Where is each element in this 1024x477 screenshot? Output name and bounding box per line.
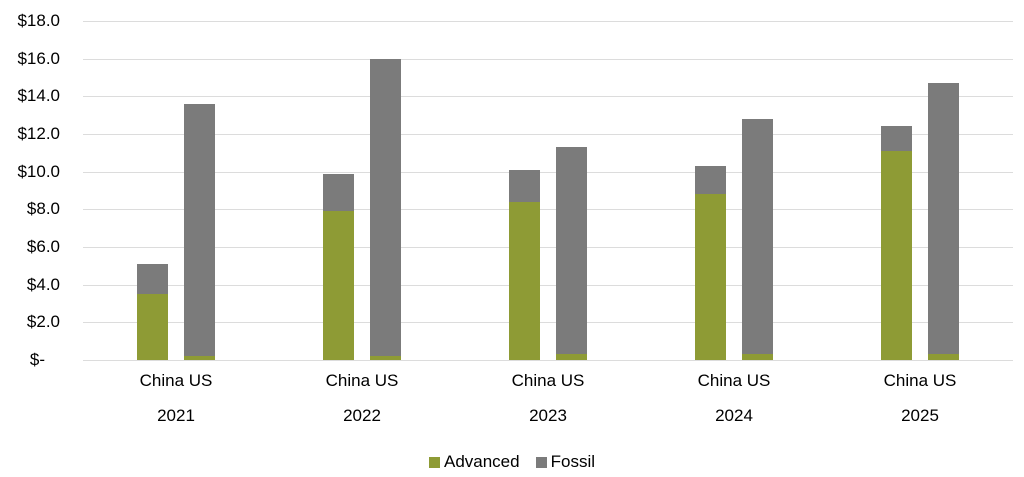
x-axis-pair-label-2025: China US [883, 371, 957, 390]
advanced-legend-swatch [428, 456, 440, 468]
bar-segment-fossil-china-2024 [695, 166, 726, 195]
y-axis-tick-label: $18.0 [17, 11, 60, 30]
bar-segment-fossil-china-2023 [509, 169, 540, 202]
x-axis-pair-label-2022: China US [325, 371, 399, 390]
gridline-16 [83, 58, 1013, 60]
bar-segment-advanced-china-2025 [881, 150, 912, 360]
bar-segment-fossil-us-2025 [928, 83, 959, 355]
gridline-6 [83, 247, 1013, 248]
bar-segment-fossil-china-2021 [137, 263, 168, 295]
bar-segment-fossil-us-2021 [184, 103, 215, 357]
bar-segment-fossil-us-2022 [370, 58, 401, 357]
gridline-4 [83, 284, 1013, 286]
x-axis-year-label-2025: 2025 [901, 406, 939, 425]
y-axis-tick-label: $4.0 [26, 274, 60, 294]
y-axis-tick-label: $8.0 [26, 199, 60, 219]
y-axis-tick-label: $16.0 [17, 48, 60, 68]
bar-segment-advanced-china-2021 [137, 294, 168, 360]
gridline-12 [83, 134, 1013, 135]
bar-segment-advanced-us-2025 [928, 354, 959, 360]
x-axis-year-label-2022: 2022 [343, 406, 381, 425]
gridline-18 [83, 21, 1013, 22]
x-axis-pair-label-2024: China US [697, 371, 771, 390]
bar-segment-fossil-china-2025 [881, 126, 912, 151]
gridline-2 [83, 322, 1013, 324]
bar-segment-fossil-china-2022 [323, 173, 354, 212]
x-axis-year-label-2024: 2024 [715, 406, 753, 425]
y-axis-tick-label: $14.0 [17, 86, 60, 106]
bar-segment-fossil-us-2024 [742, 118, 773, 355]
bar-segment-advanced-us-2022 [370, 356, 401, 360]
legend-item-fossil: Fossil [535, 452, 596, 472]
gridline-0 [83, 360, 1013, 361]
x-axis-pair-label-2021: China US [139, 371, 213, 390]
chart-legend: Advanced Fossil [0, 452, 1024, 472]
y-axis-tick-label: $2.0 [26, 312, 60, 332]
legend-item-advanced: Advanced [428, 452, 520, 472]
y-axis-tick-label: $- [29, 350, 45, 369]
gridline-8 [83, 209, 1013, 211]
x-axis-year-label-2023: 2023 [529, 406, 567, 425]
bar-segment-advanced-us-2021 [184, 356, 215, 360]
legend-label-fossil: Fossil [550, 452, 596, 471]
legend-label-advanced: Advanced [443, 452, 520, 471]
gridline-14 [83, 96, 1013, 98]
y-axis-tick-label: $12.0 [17, 124, 60, 143]
bar-segment-advanced-us-2023 [556, 354, 587, 360]
bar-segment-advanced-china-2023 [509, 201, 540, 360]
bar-segment-advanced-china-2022 [323, 211, 354, 360]
x-axis-year-label-2021: 2021 [157, 406, 195, 425]
y-axis-tick-label: $10.0 [17, 161, 60, 181]
gridline-10 [83, 171, 1013, 173]
x-axis-pair-label-2023: China US [511, 371, 585, 390]
bar-segment-advanced-china-2024 [695, 194, 726, 360]
bar-segment-fossil-us-2023 [556, 147, 587, 355]
bar-segment-advanced-us-2024 [742, 354, 773, 360]
y-axis-tick-label: $6.0 [26, 237, 60, 256]
fossil-legend-swatch [535, 456, 547, 468]
